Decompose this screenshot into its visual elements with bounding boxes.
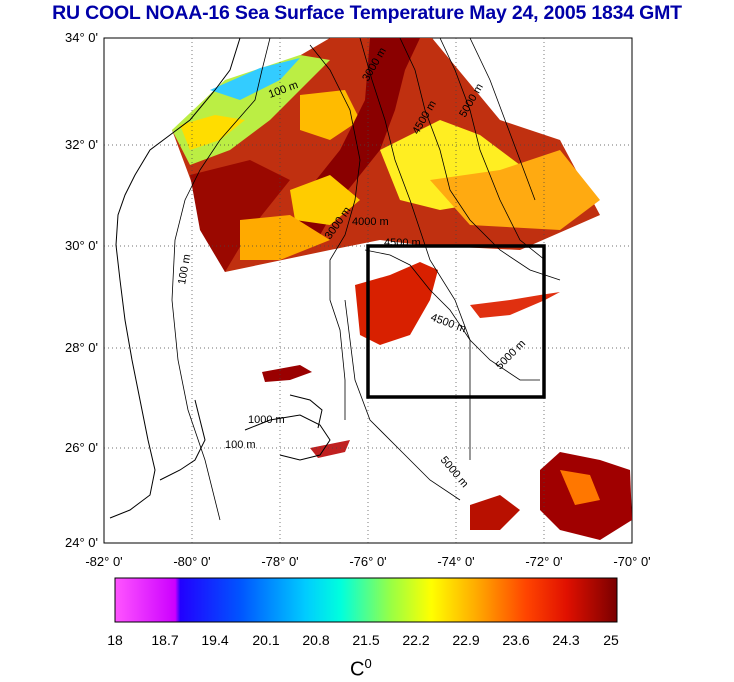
colorbar-tick-8: 23.6 <box>502 632 529 648</box>
lon-label-82: -82° 0' <box>85 554 122 569</box>
contour-label-1000: 1000 m <box>248 414 285 426</box>
colorbar-tick-6: 22.2 <box>402 632 429 648</box>
lat-label-32: 32° 0' <box>65 137 98 152</box>
bathymetry-contours <box>171 38 561 521</box>
lat-label-24: 24° 0' <box>65 535 98 550</box>
contour-label-100-south: 100 m <box>225 439 256 451</box>
contour-label-100-west: 100 m <box>176 253 193 285</box>
unit-superscript: 0 <box>364 656 372 671</box>
colorbar-tick-2: 19.4 <box>201 632 228 648</box>
lon-label-72: -72° 0' <box>525 554 562 569</box>
lat-label-30: 30° 0' <box>65 238 98 253</box>
lon-label-76: -76° 0' <box>349 554 386 569</box>
lat-label-34: 34° 0' <box>65 30 98 45</box>
coastline <box>109 38 331 519</box>
colorbar-unit-label: C0 <box>350 656 372 682</box>
sst-box-patch <box>355 262 438 345</box>
lat-label-28: 28° 0' <box>65 340 98 355</box>
sst-layer <box>172 38 632 540</box>
colorbar-tick-1: 18.7 <box>151 632 178 648</box>
colorbar <box>114 577 618 623</box>
colorbar-tick-4: 20.8 <box>302 632 329 648</box>
colorbar-tick-9: 24.3 <box>552 632 579 648</box>
lat-label-26: 26° 0' <box>65 440 98 455</box>
colorbar-tick-7: 22.9 <box>452 632 479 648</box>
colorbar-tick-10: 25 <box>603 632 619 648</box>
colorbar-tick-5: 21.5 <box>352 632 379 648</box>
unit-text: C <box>350 658 365 681</box>
colorbar-tick-0: 18 <box>107 632 123 648</box>
colorbar-tick-3: 20.1 <box>252 632 279 648</box>
lon-label-80: -80° 0' <box>173 554 210 569</box>
lon-label-78: -78° 0' <box>261 554 298 569</box>
lon-label-70: -70° 0' <box>613 554 650 569</box>
map-title: RU COOL NOAA-16 Sea Surface Temperature … <box>52 2 682 24</box>
contour-label-4000: 4000 m <box>352 216 389 228</box>
study-area-box <box>366 244 546 399</box>
lon-label-74: -74° 0' <box>437 554 474 569</box>
